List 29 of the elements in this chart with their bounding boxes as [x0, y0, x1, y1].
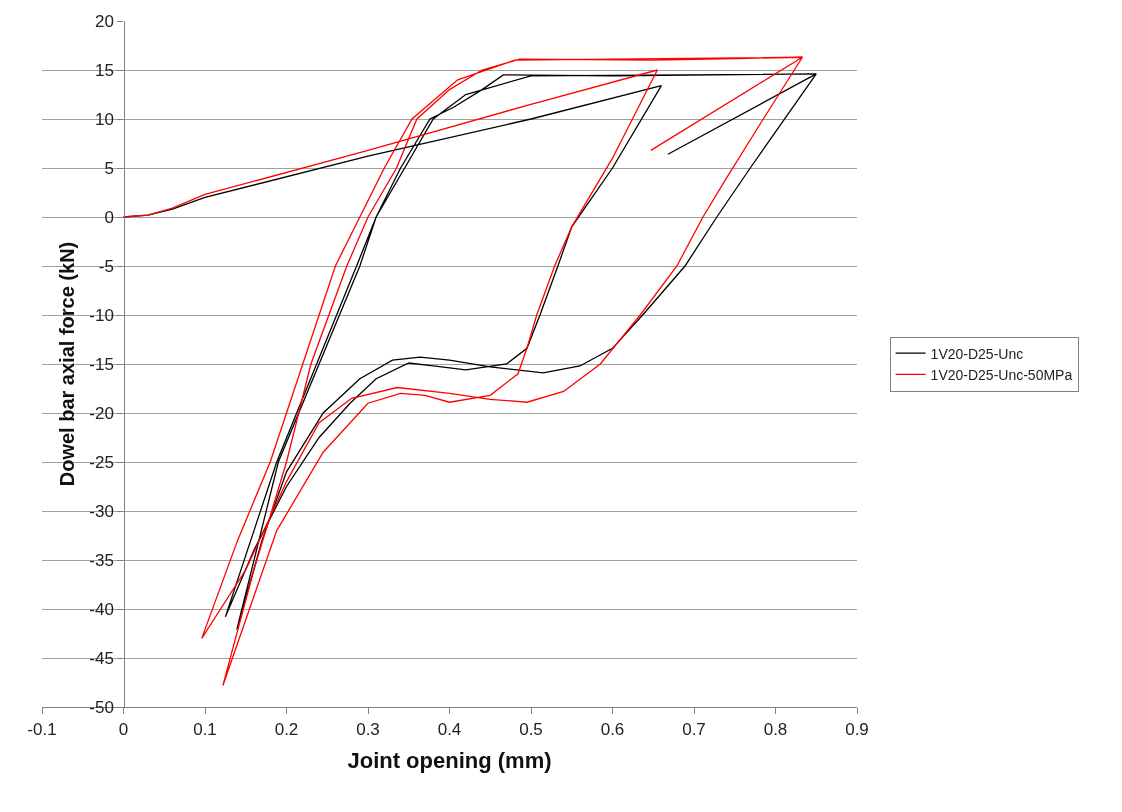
- x-tick-label: 0.6: [600, 719, 625, 739]
- y-tick-label: -15: [89, 354, 114, 374]
- legend-label: 1V20-D25-Unc-50MPa: [930, 366, 1073, 383]
- x-tick-label: 0.1: [193, 719, 217, 739]
- x-tick-label: 0.5: [519, 719, 543, 739]
- y-axis-title: Dowel bar axial force (kN): [55, 241, 78, 487]
- x-tick-label: -0.1: [27, 719, 57, 739]
- x-tick-label: 0.2: [274, 719, 299, 739]
- y-tick-label: -20: [89, 403, 114, 423]
- x-tick-label: 0.4: [437, 719, 462, 739]
- y-tick-label: 15: [95, 60, 114, 80]
- y-tick-label: 5: [104, 158, 114, 178]
- y-tick-label: 10: [95, 109, 114, 129]
- y-tick-label: -40: [89, 599, 114, 619]
- y-tick-label: 20: [95, 11, 114, 31]
- y-tick-label: -10: [89, 305, 114, 325]
- x-tick-label: 0.7: [682, 719, 706, 739]
- y-tick-label: -5: [98, 256, 114, 276]
- x-tick-label: 0: [118, 719, 129, 739]
- y-tick-label: -30: [89, 501, 114, 521]
- x-tick-label: 0.8: [763, 719, 788, 739]
- legend-label: 1V20-D25-Unc: [930, 345, 1024, 362]
- y-tick-label: -35: [89, 550, 114, 570]
- y-tick-label: 0: [104, 207, 114, 227]
- y-tick-label: -25: [89, 452, 114, 472]
- x-axis-title: Joint opening (mm): [347, 748, 552, 774]
- x-tick-label: 0.3: [356, 719, 380, 739]
- y-tick-label: -45: [89, 648, 114, 668]
- x-tick-label: 0.9: [845, 719, 869, 739]
